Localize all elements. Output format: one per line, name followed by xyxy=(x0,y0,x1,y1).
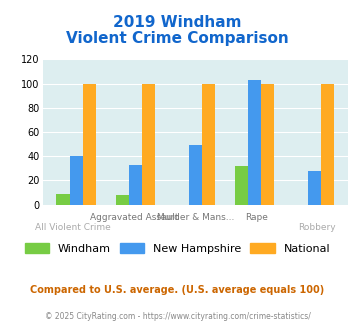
Text: Murder & Mans...: Murder & Mans... xyxy=(157,213,234,222)
Bar xyxy=(70,156,83,205)
Bar xyxy=(116,195,129,205)
Text: Rape: Rape xyxy=(245,213,268,222)
Text: Violent Crime Comparison: Violent Crime Comparison xyxy=(66,31,289,46)
Bar xyxy=(308,171,321,205)
Bar xyxy=(83,83,96,205)
Text: Robbery: Robbery xyxy=(299,223,336,232)
Bar xyxy=(129,165,142,205)
Text: Aggravated Assault: Aggravated Assault xyxy=(90,213,179,222)
Text: 2019 Windham: 2019 Windham xyxy=(113,15,242,30)
Bar xyxy=(202,83,215,205)
Bar xyxy=(56,194,70,205)
Bar xyxy=(248,80,261,205)
Text: Compared to U.S. average. (U.S. average equals 100): Compared to U.S. average. (U.S. average … xyxy=(31,285,324,295)
Bar xyxy=(261,83,274,205)
Text: © 2025 CityRating.com - https://www.cityrating.com/crime-statistics/: © 2025 CityRating.com - https://www.city… xyxy=(45,312,310,321)
Text: All Violent Crime: All Violent Crime xyxy=(35,223,111,232)
Bar xyxy=(235,166,248,205)
Legend: Windham, New Hampshire, National: Windham, New Hampshire, National xyxy=(25,243,330,254)
Bar xyxy=(189,145,202,205)
Bar xyxy=(321,83,334,205)
Bar xyxy=(142,83,155,205)
